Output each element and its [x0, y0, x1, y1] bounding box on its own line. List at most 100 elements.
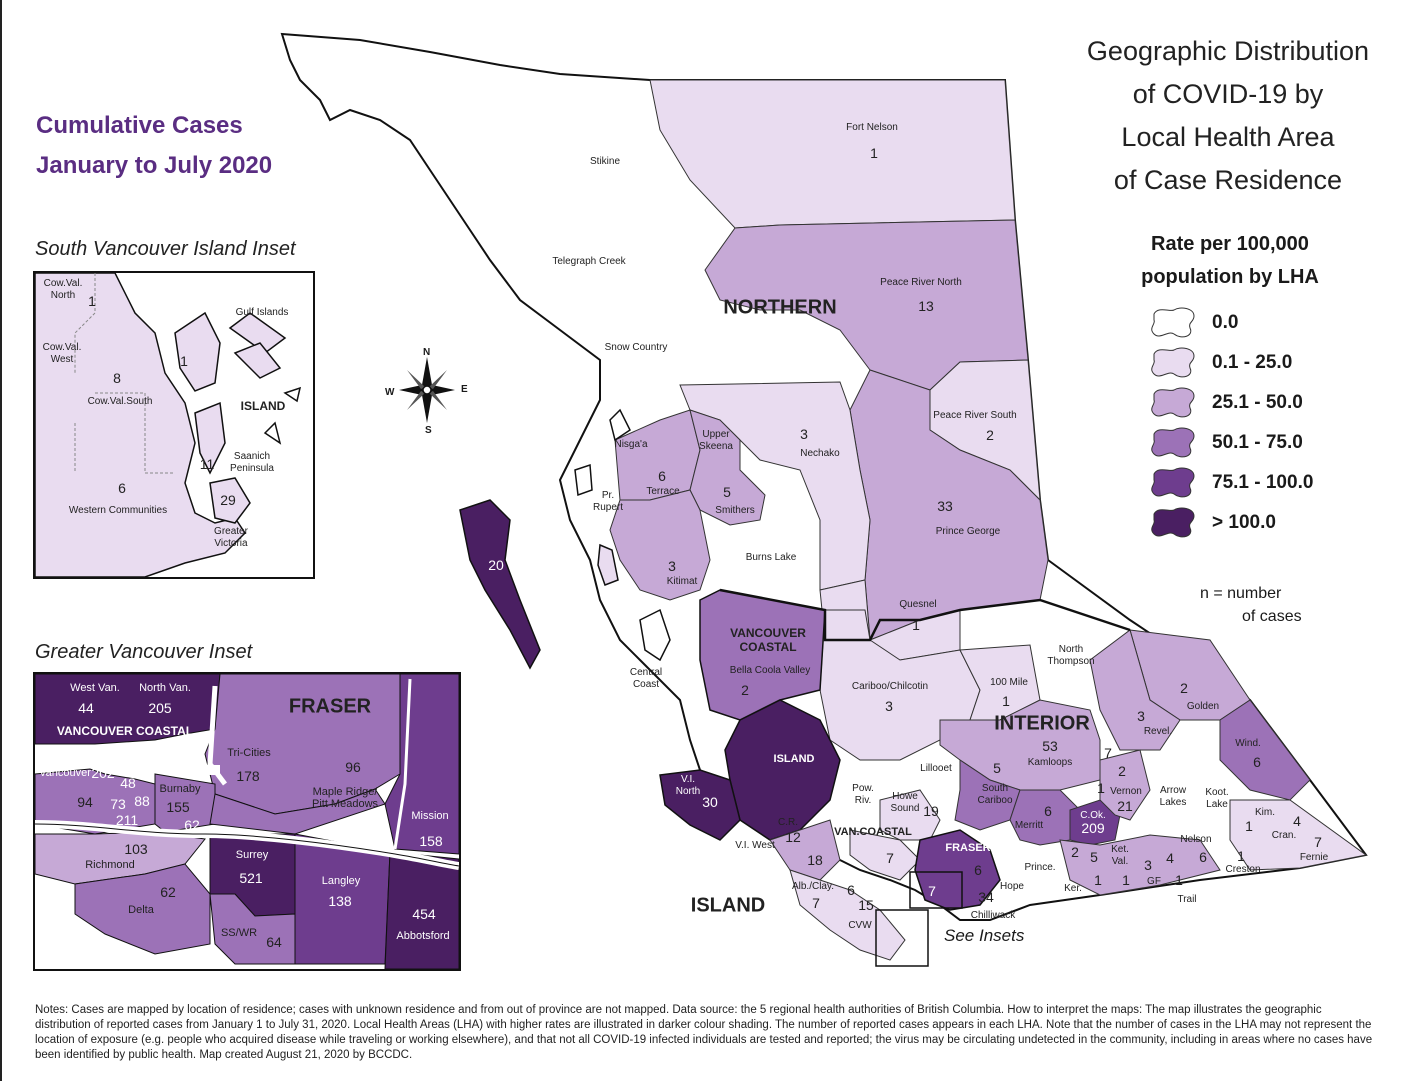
lha-name-label: Smithers — [715, 505, 755, 516]
region-island-label: ISLAND — [690, 894, 766, 917]
gv-case-count: 62 — [184, 817, 200, 833]
map-title-line: Geographic Distribution — [1086, 36, 1370, 66]
lha-name-label: Central Coast — [629, 667, 663, 690]
lha-case-count: 5 — [723, 484, 731, 500]
lha-name-label: Bella Coola Valley — [729, 665, 811, 676]
region-vc-line: COASTAL — [739, 640, 797, 654]
lha-case-count: 20 — [488, 557, 504, 573]
lha-name-label: Kitimat — [666, 576, 698, 587]
bc-main-map — [280, 32, 1368, 967]
gv-region-fraser-label: FRASER — [288, 695, 372, 718]
lha-name-label: Merritt — [1014, 820, 1044, 831]
lha-name-label: Pow. Riv. — [852, 783, 874, 806]
gv-case-count: 454 — [412, 906, 436, 922]
svi-area-label: Cow.Val. West — [42, 342, 82, 365]
n-note-line: of cases — [1242, 608, 1302, 625]
inset-indicator-gv — [909, 871, 963, 909]
compass-s-label: S — [425, 425, 432, 436]
lha-name-label: Terrace — [646, 486, 680, 497]
lha-name-label: Revel. — [1143, 726, 1173, 737]
svi-case-count: 8 — [113, 370, 121, 386]
legend-item-label: 75.1 - 100.0 — [1212, 472, 1314, 493]
lha-name-label: Creston — [1225, 864, 1261, 875]
lha-revelstoke — [1089, 629, 1181, 751]
legend-swatch-icon — [1151, 427, 1195, 458]
map-title-line: of COVID-19 by — [1132, 79, 1324, 109]
inset-indicator-svi — [875, 909, 929, 967]
footnote-text: Notes: Cases are mapped by location of r… — [35, 1004, 1373, 1061]
gv-area-label: North Van. — [139, 682, 191, 694]
gv-area-label: Vancouver — [39, 767, 91, 779]
lha-fraser-region — [914, 829, 1001, 911]
left-border-line — [0, 0, 2, 1081]
lha-name-label: 100 Mile — [990, 677, 1028, 688]
northern-boundary-line — [719, 588, 1131, 642]
svi-region-island-label: ISLAND — [240, 399, 286, 413]
gv-case-count: 64 — [266, 934, 282, 950]
compass-n-label: N — [423, 347, 431, 358]
gv-case-count: 94 — [77, 794, 93, 810]
lha-name-label: Alb./Clay. — [791, 881, 835, 892]
lha-case-count: 30 — [702, 794, 718, 810]
gv-area-label: Richmond — [85, 859, 135, 871]
lha-name-label: Howe Sound — [890, 791, 920, 814]
lha-case-count: 6 — [1044, 803, 1052, 819]
region-northern-label: NORTHERN — [723, 296, 837, 319]
gv-area-label: Abbotsford — [396, 930, 450, 942]
lha-haida-gwaii — [459, 499, 541, 670]
lha-name-label: Quesnel — [899, 599, 937, 610]
gv-case-count: 88 — [134, 793, 150, 809]
gv-case-count: 48 — [120, 775, 136, 791]
gv-case-count: 96 — [345, 759, 361, 775]
lha-case-count: 1 — [1002, 693, 1010, 709]
svi-case-count: 29 — [220, 492, 236, 508]
lha-case-count: 1 — [870, 145, 878, 161]
lha-name-label: C.Ok. — [1080, 810, 1106, 821]
subtitle-line: January to July 2020 — [36, 152, 273, 179]
lha-name-label: Nisga'a — [614, 439, 648, 450]
legend-swatch-icon — [1151, 467, 1195, 498]
lha-name-label: Ker. — [1064, 883, 1082, 894]
lha-case-count: 1 — [1175, 872, 1183, 888]
lha-name-label: V.I. North — [675, 774, 701, 797]
svi-area-label: Saanich Peninsula — [230, 451, 274, 474]
svi-inset-panel — [33, 271, 315, 579]
compass-rose-icon: N S E W — [383, 345, 471, 436]
lha-south-cariboo — [954, 759, 1021, 831]
gv-case-count: 521 — [239, 870, 263, 886]
region-vancouver-coastal-label: VANCOUVER COASTAL — [730, 626, 806, 654]
svi-area-label: Western Communities — [68, 505, 168, 516]
lha-name-label: Nelson — [1180, 834, 1212, 845]
gv-area-label: Tri-Cities — [227, 747, 271, 759]
lha-case-count: 5 — [993, 760, 1001, 776]
map-title-line: Local Health Area — [1121, 122, 1335, 152]
legend-title-line: population by LHA — [1141, 266, 1319, 288]
svi-case-count: 1 — [88, 293, 96, 309]
lha-name-label: Snow Country — [604, 342, 668, 353]
lha-name-label: Peace River North — [880, 277, 962, 288]
lha-case-count: 1 — [1122, 872, 1130, 888]
lha-case-count: 3 — [800, 426, 808, 442]
lha-name-label: Arrow Lakes — [1159, 785, 1187, 808]
lha-case-count: 1 — [1245, 818, 1253, 834]
lha-case-count: 7 — [928, 883, 936, 899]
gv-inset-panel — [33, 672, 461, 971]
lha-name-label: Hope — [1000, 881, 1024, 892]
legend-title-line: Rate per 100,000 — [1151, 233, 1309, 255]
gv-area-label: Langley — [321, 875, 361, 887]
legend-title: Rate per 100,000 population by LHA — [1120, 228, 1340, 294]
lha-name-label: Kim. — [1255, 807, 1275, 818]
lha-case-count: 4 — [1293, 813, 1301, 829]
lha-case-count: 6 — [1199, 849, 1207, 865]
legend-item: 75.1 - 100.0 — [1148, 466, 1348, 502]
legend-swatch-icon — [1151, 507, 1195, 538]
lha-name-label: South Cariboo — [977, 783, 1013, 806]
compass-w-label: W — [385, 387, 395, 398]
map-title: Geographic Distribution of COVID-19 by L… — [1030, 30, 1404, 202]
svi-case-count: 6 — [118, 480, 126, 496]
lha-case-count: 6 — [658, 468, 666, 484]
gv-area-label: Delta — [128, 904, 154, 916]
map-title-line: of Case Residence — [1113, 165, 1343, 195]
svi-inset-title: South Vancouver Island Inset — [35, 238, 296, 260]
lha-name-label: Golden — [1186, 701, 1220, 712]
